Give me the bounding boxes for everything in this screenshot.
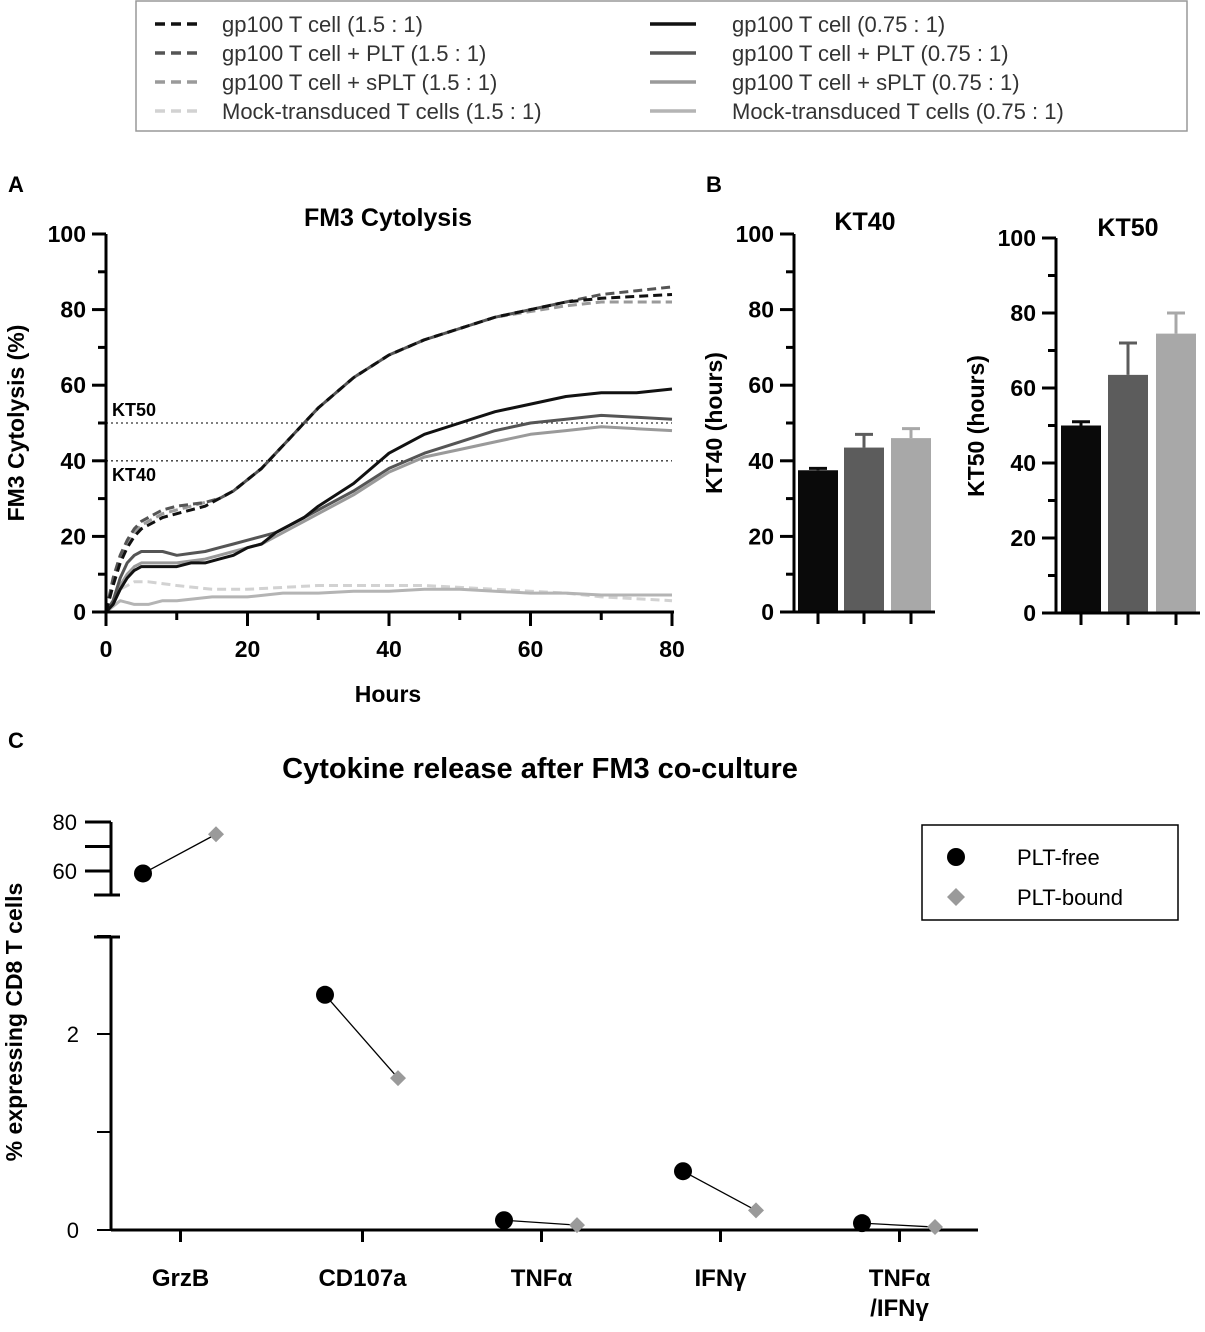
bar [798,470,838,612]
x-tick-label: 40 [376,636,402,662]
y-tick-label: 60 [53,859,77,884]
legend-entry-label: gp100 T cell + sPLT (0.75 : 1) [732,70,1020,95]
kt50-title: KT50 [1097,214,1158,242]
pair-connector [503,1219,578,1226]
x-tick-label: 80 [659,636,685,662]
kt40-y-label: KT40 (hours) [701,352,727,494]
legend-plt-bound-label: PLT-bound [1017,885,1123,910]
y-tick-label: 2 [67,1022,79,1047]
panel-label-a: A [8,172,24,197]
pair-connector [324,994,399,1079]
pair-connector [861,1222,936,1228]
legend-entry-label: gp100 T cell + PLT (0.75 : 1) [732,41,1009,66]
cytokine-legend-frame [921,824,1179,921]
y-tick-label: 80 [748,297,774,323]
cytolysis-line-chart: FM3 Cytolysis Hours FM3 Cytolysis (%) KT… [3,204,685,707]
y-tick-label: 100 [48,221,86,247]
x-tick-label: 20 [235,636,261,662]
y-tick-label: 40 [748,448,774,474]
pair-connector [142,833,217,875]
plt-bound-point [927,1219,943,1236]
kt40-reference-label: KT40 [112,465,156,485]
plt-bound-point [569,1217,585,1234]
y-tick-label: 0 [761,599,774,625]
cytokine-legend: PLT-free PLT-bound [921,824,1179,921]
y-tick-label: 40 [1010,450,1036,476]
category-label: TNFα [511,1265,573,1292]
x-tick-label: 60 [518,636,544,662]
plt-bound-point [390,1070,406,1087]
legend-diamond-marker [947,888,965,906]
legend-circle-marker [947,848,965,866]
y-tick-label: 60 [748,372,774,398]
cytolysis-series-line [104,293,673,613]
y-tick-label: 100 [736,221,774,247]
cytokine-scatter-chart: Cytokine release after FM3 co-culture % … [1,753,1179,1322]
y-tick-label: 20 [60,523,86,549]
plt-free-point [674,1162,692,1181]
cytolysis-series-line [105,587,672,614]
plt-bound-point [208,826,224,843]
cytolysis-series-line [104,413,673,613]
bar [1061,425,1101,613]
cytokine-title: Cytokine release after FM3 co-culture [282,753,798,785]
legend-entry-label: gp100 T cell + PLT (1.5 : 1) [222,41,486,66]
bar [1108,374,1148,613]
kt40-title: KT40 [834,208,895,236]
x-tick-label: 0 [100,636,113,662]
y-tick-label: 0 [67,1218,79,1243]
category-label: IFNγ [694,1265,747,1292]
category-label: /IFNγ [870,1295,929,1322]
y-tick-label: 80 [53,810,77,835]
bar [844,447,884,612]
category-label: GrzB [152,1265,209,1292]
legend-plt-free-label: PLT-free [1017,845,1100,870]
y-tick-label: 0 [1023,600,1036,626]
legend-entry-label: Mock-transduced T cells (0.75 : 1) [732,99,1064,124]
y-tick-label: 60 [1010,375,1036,401]
kt50-bar-chart: KT50 KT50 (hours) 0 20 40 60 80 100 [963,214,1200,626]
cytolysis-series-line [104,300,672,613]
y-tick-label: 40 [60,448,86,474]
bar [891,438,931,612]
plt-bound-point [748,1202,764,1219]
top-legend: gp100 T cell (1.5 : 1) gp100 T cell + PLT… [135,0,1188,132]
legend-entry-label: gp100 T cell (0.75 : 1) [732,12,945,37]
plt-free-point [316,985,334,1004]
line-chart-x-label: Hours [355,681,421,707]
kt50-y-label: KT50 (hours) [963,355,989,497]
y-tick-label: 20 [748,523,774,549]
line-chart-y-label: FM3 Cytolysis (%) [3,325,29,522]
cytolysis-series-line [104,580,673,613]
line-chart-title: FM3 Cytolysis [304,204,472,232]
y-tick-label: 80 [60,297,86,323]
category-label: TNFα [869,1265,931,1292]
y-tick-label: 60 [60,372,86,398]
kt50-reference-label: KT50 [112,400,156,420]
cytolysis-series-line [104,387,673,614]
legend-entry-label: Mock-transduced T cells (1.5 : 1) [222,99,542,124]
legend-entry-label: gp100 T cell (1.5 : 1) [222,12,423,37]
legend-entry-label: gp100 T cell + sPLT (1.5 : 1) [222,70,497,95]
bar [1156,333,1196,613]
panel-label-c: C [8,728,24,753]
y-tick-label: 80 [1010,300,1036,326]
plt-free-point [495,1211,513,1230]
y-tick-label: 20 [1010,525,1036,551]
panel-label-b: B [706,172,722,197]
plt-free-point [853,1214,871,1233]
pair-connector [682,1170,757,1211]
y-tick-label: 0 [73,599,86,625]
cytokine-y-label: % expressing CD8 T cells [1,883,27,1162]
kt40-bar-chart: KT40 KT40 (hours) 0 20 40 60 80 100 [701,208,935,625]
category-label: CD107a [318,1265,407,1292]
y-tick-label: 100 [998,225,1036,251]
plt-free-point [134,864,152,883]
